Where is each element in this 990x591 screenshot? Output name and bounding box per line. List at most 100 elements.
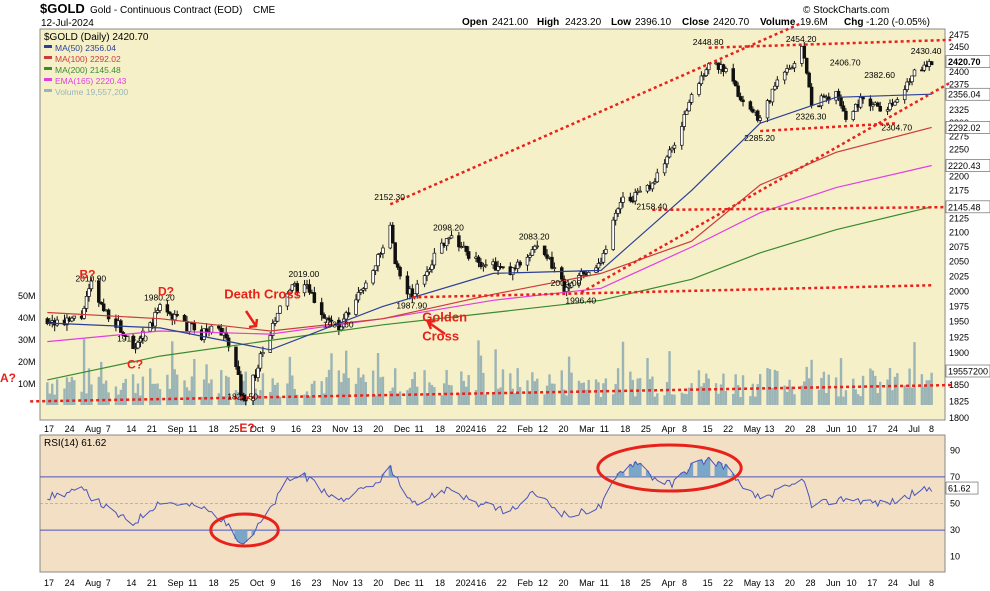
trendline — [760, 121, 898, 133]
annotation-label: Death Cross — [224, 286, 301, 301]
volume-label: Volume — [760, 17, 796, 28]
volume-bar — [859, 396, 862, 405]
candle-body — [312, 292, 317, 303]
price-tick-label: 2050 — [949, 257, 969, 267]
legend-swatch — [44, 45, 52, 48]
volume-bar — [580, 383, 583, 405]
legend-entry: EMA(165) 2220.43 — [55, 76, 127, 86]
volume-bar — [484, 394, 488, 405]
candle-body — [702, 75, 706, 77]
volume-bar — [545, 385, 549, 405]
candle-body — [741, 99, 745, 103]
candle-body — [427, 269, 432, 273]
candle-body — [618, 202, 623, 210]
volume-bar — [286, 383, 289, 405]
volume-bar — [153, 383, 157, 405]
candle-body — [582, 271, 586, 275]
volume-bar — [379, 377, 382, 405]
price-label: 2304.70 — [881, 123, 912, 133]
high-label: High — [537, 17, 559, 28]
volume-bar — [156, 383, 159, 405]
candle-body — [158, 304, 162, 311]
x-tick-label: Jun — [826, 424, 841, 434]
candle-body — [905, 81, 909, 90]
volume-bar — [631, 379, 635, 405]
volume-bar — [749, 396, 752, 405]
candle-body — [851, 111, 856, 120]
candle-body — [479, 262, 483, 268]
candle-body — [285, 293, 290, 307]
symbol-title: $GOLD — [40, 1, 85, 16]
volume-bar — [136, 383, 140, 405]
candle-body — [662, 163, 667, 174]
axis-tag-label: 2220.43 — [948, 161, 981, 171]
volume-bar — [687, 387, 691, 405]
candle-body — [457, 235, 461, 248]
candle-body — [219, 327, 224, 336]
volume-bar — [741, 375, 745, 405]
volume-bar — [102, 383, 105, 405]
x-tick-label: 24 — [888, 424, 898, 434]
volume-bar — [807, 378, 811, 405]
candle-body — [518, 261, 522, 266]
trendline — [580, 80, 952, 294]
candle-body — [175, 314, 179, 316]
candle-body — [133, 347, 138, 350]
candle-body — [569, 282, 574, 288]
volume-bar — [273, 384, 277, 405]
candle-body — [731, 68, 735, 82]
axis-tag-label: 19557200 — [948, 367, 988, 377]
candle-body — [844, 110, 848, 120]
price-tick-label: 1850 — [949, 380, 969, 390]
volume-bar — [910, 387, 914, 405]
candle-body — [356, 292, 361, 301]
candle-body — [99, 301, 103, 305]
rsi-line — [47, 456, 933, 545]
volume-bar — [528, 393, 532, 405]
rsi-tick-label: 90 — [950, 445, 960, 455]
candle-body — [101, 303, 106, 312]
volume-bar — [827, 374, 830, 405]
price-tick-label: 1825 — [949, 396, 969, 406]
volume-bar — [803, 381, 806, 405]
candle-body — [922, 64, 927, 71]
instrument-name: Gold - Continuous Contract (EOD) — [90, 5, 242, 16]
price-tick-label: 2000 — [949, 286, 969, 296]
volume-bar — [340, 382, 343, 405]
candle-body — [775, 79, 780, 87]
candle-body — [525, 256, 530, 266]
volume-bar — [820, 377, 823, 405]
candle-body — [596, 263, 601, 269]
candle-body — [790, 67, 794, 70]
volume-bar — [171, 341, 174, 405]
volume-bar — [305, 391, 309, 405]
candle-body — [530, 249, 535, 256]
candle-body — [613, 212, 618, 221]
ma50-line — [47, 93, 932, 351]
volume-bar — [653, 396, 657, 405]
x-tick-label: 20 — [559, 424, 569, 434]
candle-body — [236, 366, 241, 375]
volume-bar — [46, 382, 49, 405]
volume-bar — [834, 377, 838, 405]
volume-bar — [322, 393, 326, 405]
price-tick-label: 2075 — [949, 242, 969, 252]
volume-bar — [188, 390, 191, 405]
volume-bar — [193, 358, 196, 405]
x-tick-label-rsi: 8 — [682, 578, 687, 588]
x-tick-label: 11 — [600, 424, 609, 434]
volume-bar — [122, 382, 125, 405]
candle-body — [378, 253, 383, 255]
candle-body — [153, 312, 157, 327]
x-tick-label-rsi: 18 — [620, 578, 630, 588]
volume-bar — [398, 391, 402, 405]
x-tick-label-rsi: 22 — [723, 578, 733, 588]
trendline — [708, 38, 952, 49]
volume-bar — [168, 388, 172, 405]
candle-body — [535, 245, 540, 248]
candle-body — [275, 312, 280, 322]
volume-bar — [416, 386, 419, 405]
rsi-legend: RSI(14) 61.62 — [44, 438, 107, 449]
x-tick-label: Oct — [250, 424, 265, 434]
